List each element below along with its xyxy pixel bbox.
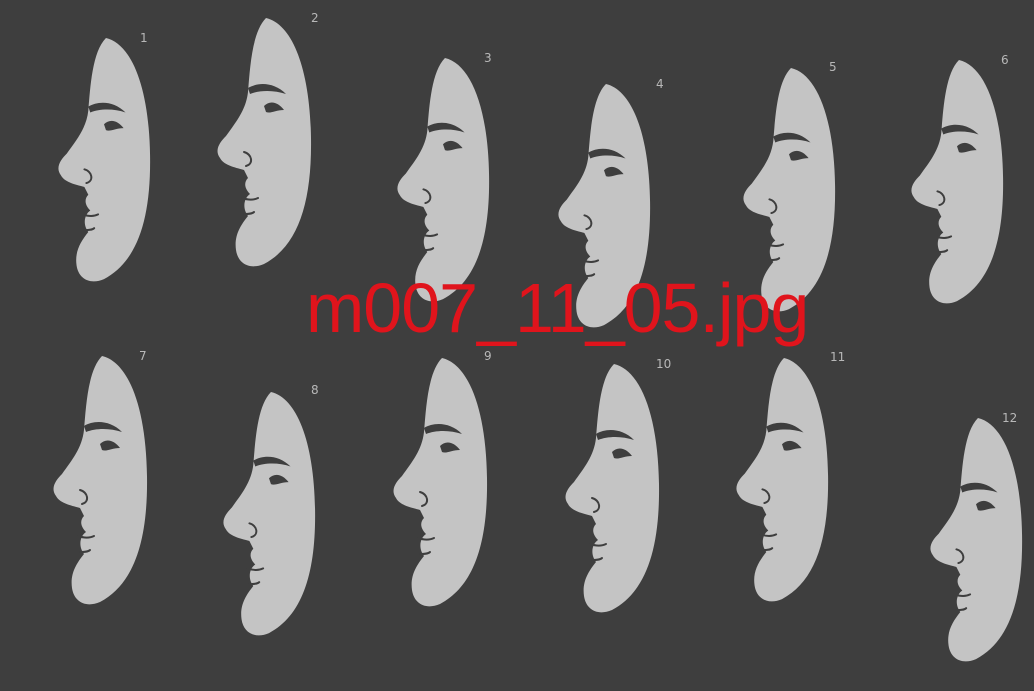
face-profile-left-icon (564, 363, 661, 614)
face-profile-left-icon (910, 59, 1005, 305)
face-number-label: 1 (140, 31, 148, 45)
face-number-label: 5 (829, 60, 837, 74)
face-profile-left-icon (929, 417, 1024, 663)
face-profile-12: 12 (929, 411, 1024, 663)
face-number-label: 10 (656, 357, 671, 371)
face-number-label: 2 (311, 11, 319, 25)
face-profile-4: 4 (557, 77, 664, 329)
face-profile-3: 3 (396, 51, 492, 303)
face-number-label: 3 (484, 51, 492, 65)
face-profile-10: 10 (564, 357, 671, 614)
face-profile-8: 8 (222, 383, 319, 637)
face-profile-left-icon (392, 357, 489, 608)
face-profile-1: 1 (57, 31, 152, 283)
face-profile-left-icon (735, 357, 830, 603)
face-number-label: 6 (1001, 53, 1009, 67)
face-number-label: 12 (1002, 411, 1017, 425)
face-profile-left-icon (216, 17, 313, 268)
face-profile-left-icon (57, 37, 152, 283)
face-number-label: 11 (830, 350, 845, 364)
filename-label: m007_11_05.jpg (306, 269, 809, 347)
face-profile-left-icon (52, 355, 149, 606)
face-number-label: 4 (656, 77, 664, 91)
face-profile-7: 7 (52, 349, 149, 606)
face-number-label: 7 (139, 349, 147, 363)
face-profile-left-icon (396, 57, 491, 303)
face-profile-11: 11 (735, 350, 845, 603)
face-number-label: 9 (484, 349, 492, 363)
face-profile-left-icon (222, 391, 317, 637)
face-profile-6: 6 (910, 53, 1009, 305)
face-number-label: 8 (311, 383, 319, 397)
face-profile-9: 9 (392, 349, 492, 608)
face-profile-2: 2 (216, 11, 319, 268)
face-profile-5: 5 (742, 60, 837, 313)
